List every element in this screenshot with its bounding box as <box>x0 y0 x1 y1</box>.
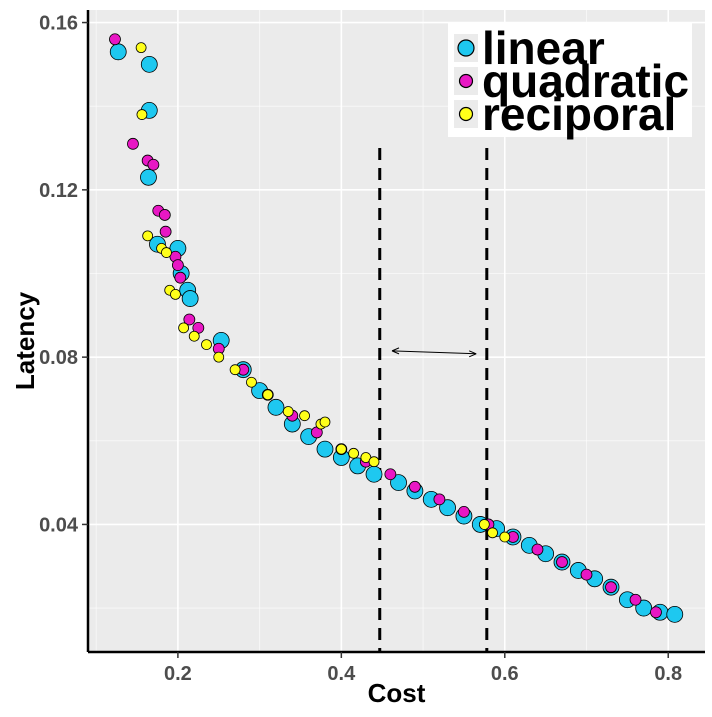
point-linear <box>316 440 334 458</box>
legend-label-reciporal: reciporal <box>482 88 676 140</box>
point-linear <box>140 168 157 186</box>
arrow-head <box>391 347 400 355</box>
point-linear <box>140 55 158 73</box>
point-quadratic <box>171 259 184 272</box>
point-reciporal <box>478 519 490 530</box>
point-quadratic <box>159 225 172 238</box>
x-tick-label: 0.2 <box>164 663 192 685</box>
point-quadratic <box>433 493 446 506</box>
y-axis-title: Latency <box>10 291 40 390</box>
legend-box <box>448 22 692 137</box>
point-reciporal <box>170 289 181 300</box>
point-reciporal <box>201 339 212 350</box>
x-tick-label: 0.6 <box>491 663 519 685</box>
point-quadratic <box>458 505 470 518</box>
point-linear <box>267 398 285 416</box>
point-reciporal <box>299 410 310 422</box>
y-tick-label: 0.12 <box>39 180 78 202</box>
x-tick-label: 0.8 <box>654 663 682 685</box>
point-linear <box>439 499 456 517</box>
point-linear <box>109 43 127 61</box>
legend-key-linear <box>457 39 475 57</box>
point-quadratic <box>629 593 642 606</box>
legend-label-quadratic: quadratic <box>482 55 689 107</box>
point-reciporal <box>246 376 257 388</box>
point-quadratic <box>605 581 617 594</box>
point-quadratic <box>158 209 171 221</box>
point-reciporal <box>229 364 241 376</box>
point-reciporal <box>178 322 190 334</box>
y-tick-label: 0.16 <box>39 13 78 35</box>
point-reciporal <box>161 247 172 258</box>
point-reciporal <box>188 330 200 342</box>
y-axis-ticks: 0.04 0.08 0.12 0.16 <box>39 13 88 536</box>
point-linear <box>390 474 407 492</box>
range-arrow <box>391 347 477 358</box>
y-tick-label: 0.04 <box>39 514 79 536</box>
point-reciporal <box>487 527 498 539</box>
point-reciporal <box>335 443 347 455</box>
point-linear <box>666 605 684 623</box>
point-quadratic <box>147 158 160 171</box>
y-tick-label: 0.08 <box>39 347 78 369</box>
point-quadratic <box>127 137 139 150</box>
data-points <box>109 33 684 623</box>
point-reciporal <box>213 351 225 363</box>
point-quadratic <box>650 606 662 619</box>
point-quadratic <box>556 556 568 568</box>
point-quadratic <box>531 543 544 556</box>
legend-key-quadratic <box>458 73 474 89</box>
point-reciporal <box>348 447 359 459</box>
point-linear <box>365 465 383 483</box>
point-reciporal <box>136 109 148 120</box>
reference-lines <box>378 148 489 652</box>
point-quadratic <box>384 468 397 481</box>
point-quadratic <box>408 480 421 493</box>
point-quadratic <box>174 271 187 284</box>
point-reciporal <box>499 531 511 543</box>
point-reciporal <box>282 406 294 417</box>
point-reciporal <box>368 456 380 468</box>
x-axis-title: Cost <box>368 678 426 708</box>
legend-label-linear: linear <box>482 22 605 74</box>
arrow-shaft <box>391 350 477 355</box>
point-reciporal <box>142 230 154 242</box>
axes <box>86 10 705 654</box>
point-quadratic <box>183 313 196 326</box>
point-quadratic <box>580 568 593 581</box>
point-reciporal <box>319 416 331 428</box>
point-reciporal <box>262 389 274 401</box>
point-quadratic <box>109 33 121 46</box>
point-linear <box>635 599 653 617</box>
arrow-head <box>468 350 477 358</box>
point-linear <box>181 290 199 307</box>
point-reciporal <box>135 42 147 54</box>
x-axis-ticks: 0.2 0.4 0.6 0.8 <box>164 652 682 685</box>
x-tick-label: 0.4 <box>327 663 356 685</box>
legend-key-reciporal <box>458 106 474 122</box>
